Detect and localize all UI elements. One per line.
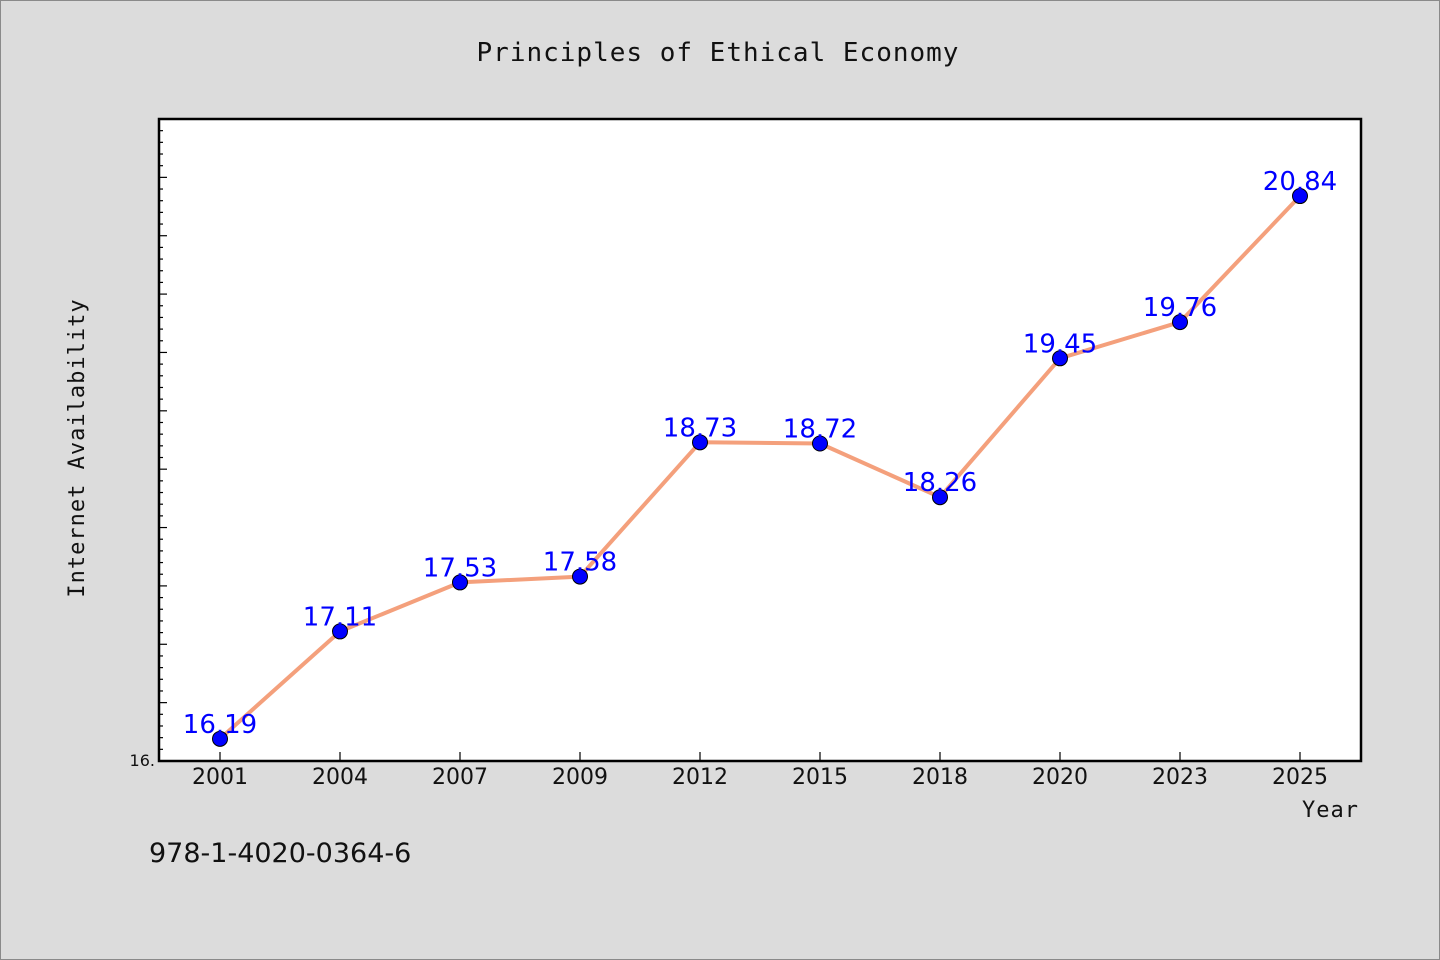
data-point: [1052, 350, 1068, 367]
data-label: 16.19: [183, 710, 257, 740]
data-label: 17.58: [543, 548, 617, 578]
plot-area: [157, 117, 1363, 763]
x-tick-label: 2018: [912, 765, 968, 790]
y-axis-label: Internet Availability: [65, 298, 90, 597]
x-tick-label: 2001: [192, 765, 248, 790]
x-tick-label: 2025: [1272, 765, 1328, 790]
y-tick-label: 16.: [130, 751, 155, 770]
x-tick-label: 2023: [1152, 765, 1208, 790]
data-label: 18.26: [903, 468, 977, 498]
data-label: 17.53: [423, 553, 497, 583]
data-point: [452, 574, 468, 591]
data-point: [812, 435, 828, 452]
data-point: [932, 489, 948, 506]
data-point: [212, 730, 228, 747]
data-point: [332, 623, 348, 640]
x-tick-label: 2020: [1032, 765, 1088, 790]
x-axis-ticks: [219, 752, 1301, 761]
x-axis-label: Year: [1302, 798, 1359, 823]
x-tick-label: 2004: [312, 765, 368, 790]
data-label: 18.72: [783, 415, 857, 445]
x-tick-label: 2015: [792, 765, 848, 790]
x-tick-label: 2012: [672, 765, 728, 790]
data-point: [1172, 314, 1188, 331]
isbn-text: 978-1-4020-0364-6: [149, 838, 411, 869]
data-point: [1292, 188, 1308, 205]
y-axis-ticks: [159, 130, 167, 750]
data-label: 19.76: [1143, 293, 1217, 323]
x-tick-label: 2007: [432, 765, 488, 790]
data-point: [572, 568, 588, 585]
data-label: 17.11: [303, 602, 377, 632]
data-markers: [212, 188, 1308, 747]
data-label: 19.45: [1023, 329, 1097, 359]
y-axis-tick-labels: 16.: [130, 751, 155, 770]
chart-title: Principles of Ethical Economy: [477, 38, 960, 68]
series-line: [218, 194, 1302, 741]
data-point: [692, 434, 708, 451]
data-label: 18.73: [663, 413, 737, 443]
x-axis-tick-labels: 2001 2004 2007 2009 2012 2015 2018 2020 2023 2025: [192, 765, 1328, 790]
x-tick-label: 2009: [552, 765, 608, 790]
data-label: 20.84: [1263, 167, 1337, 197]
data-labels: 16.19 17.11 17.53 17.58 18.73 18.72 18.26 19.45…: [183, 167, 1337, 740]
